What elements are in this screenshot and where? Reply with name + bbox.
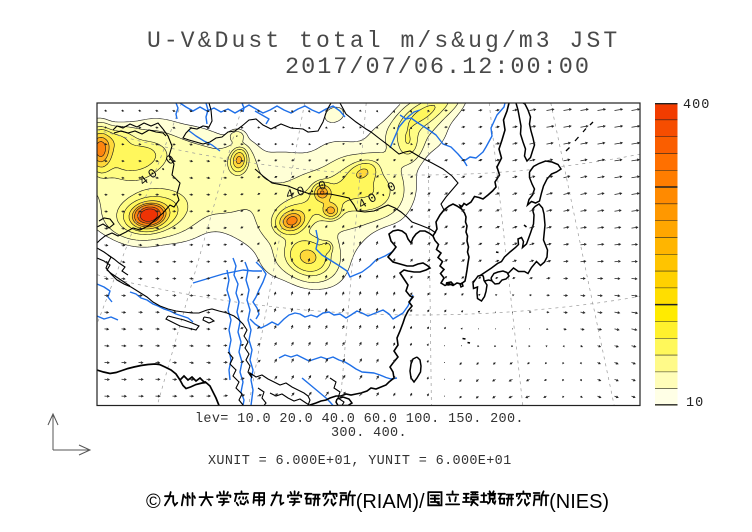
svg-text:(RIAM)/: (RIAM)/ <box>356 491 425 513</box>
svg-text:(NIES): (NIES) <box>549 491 609 513</box>
svg-text:©: © <box>146 491 161 513</box>
